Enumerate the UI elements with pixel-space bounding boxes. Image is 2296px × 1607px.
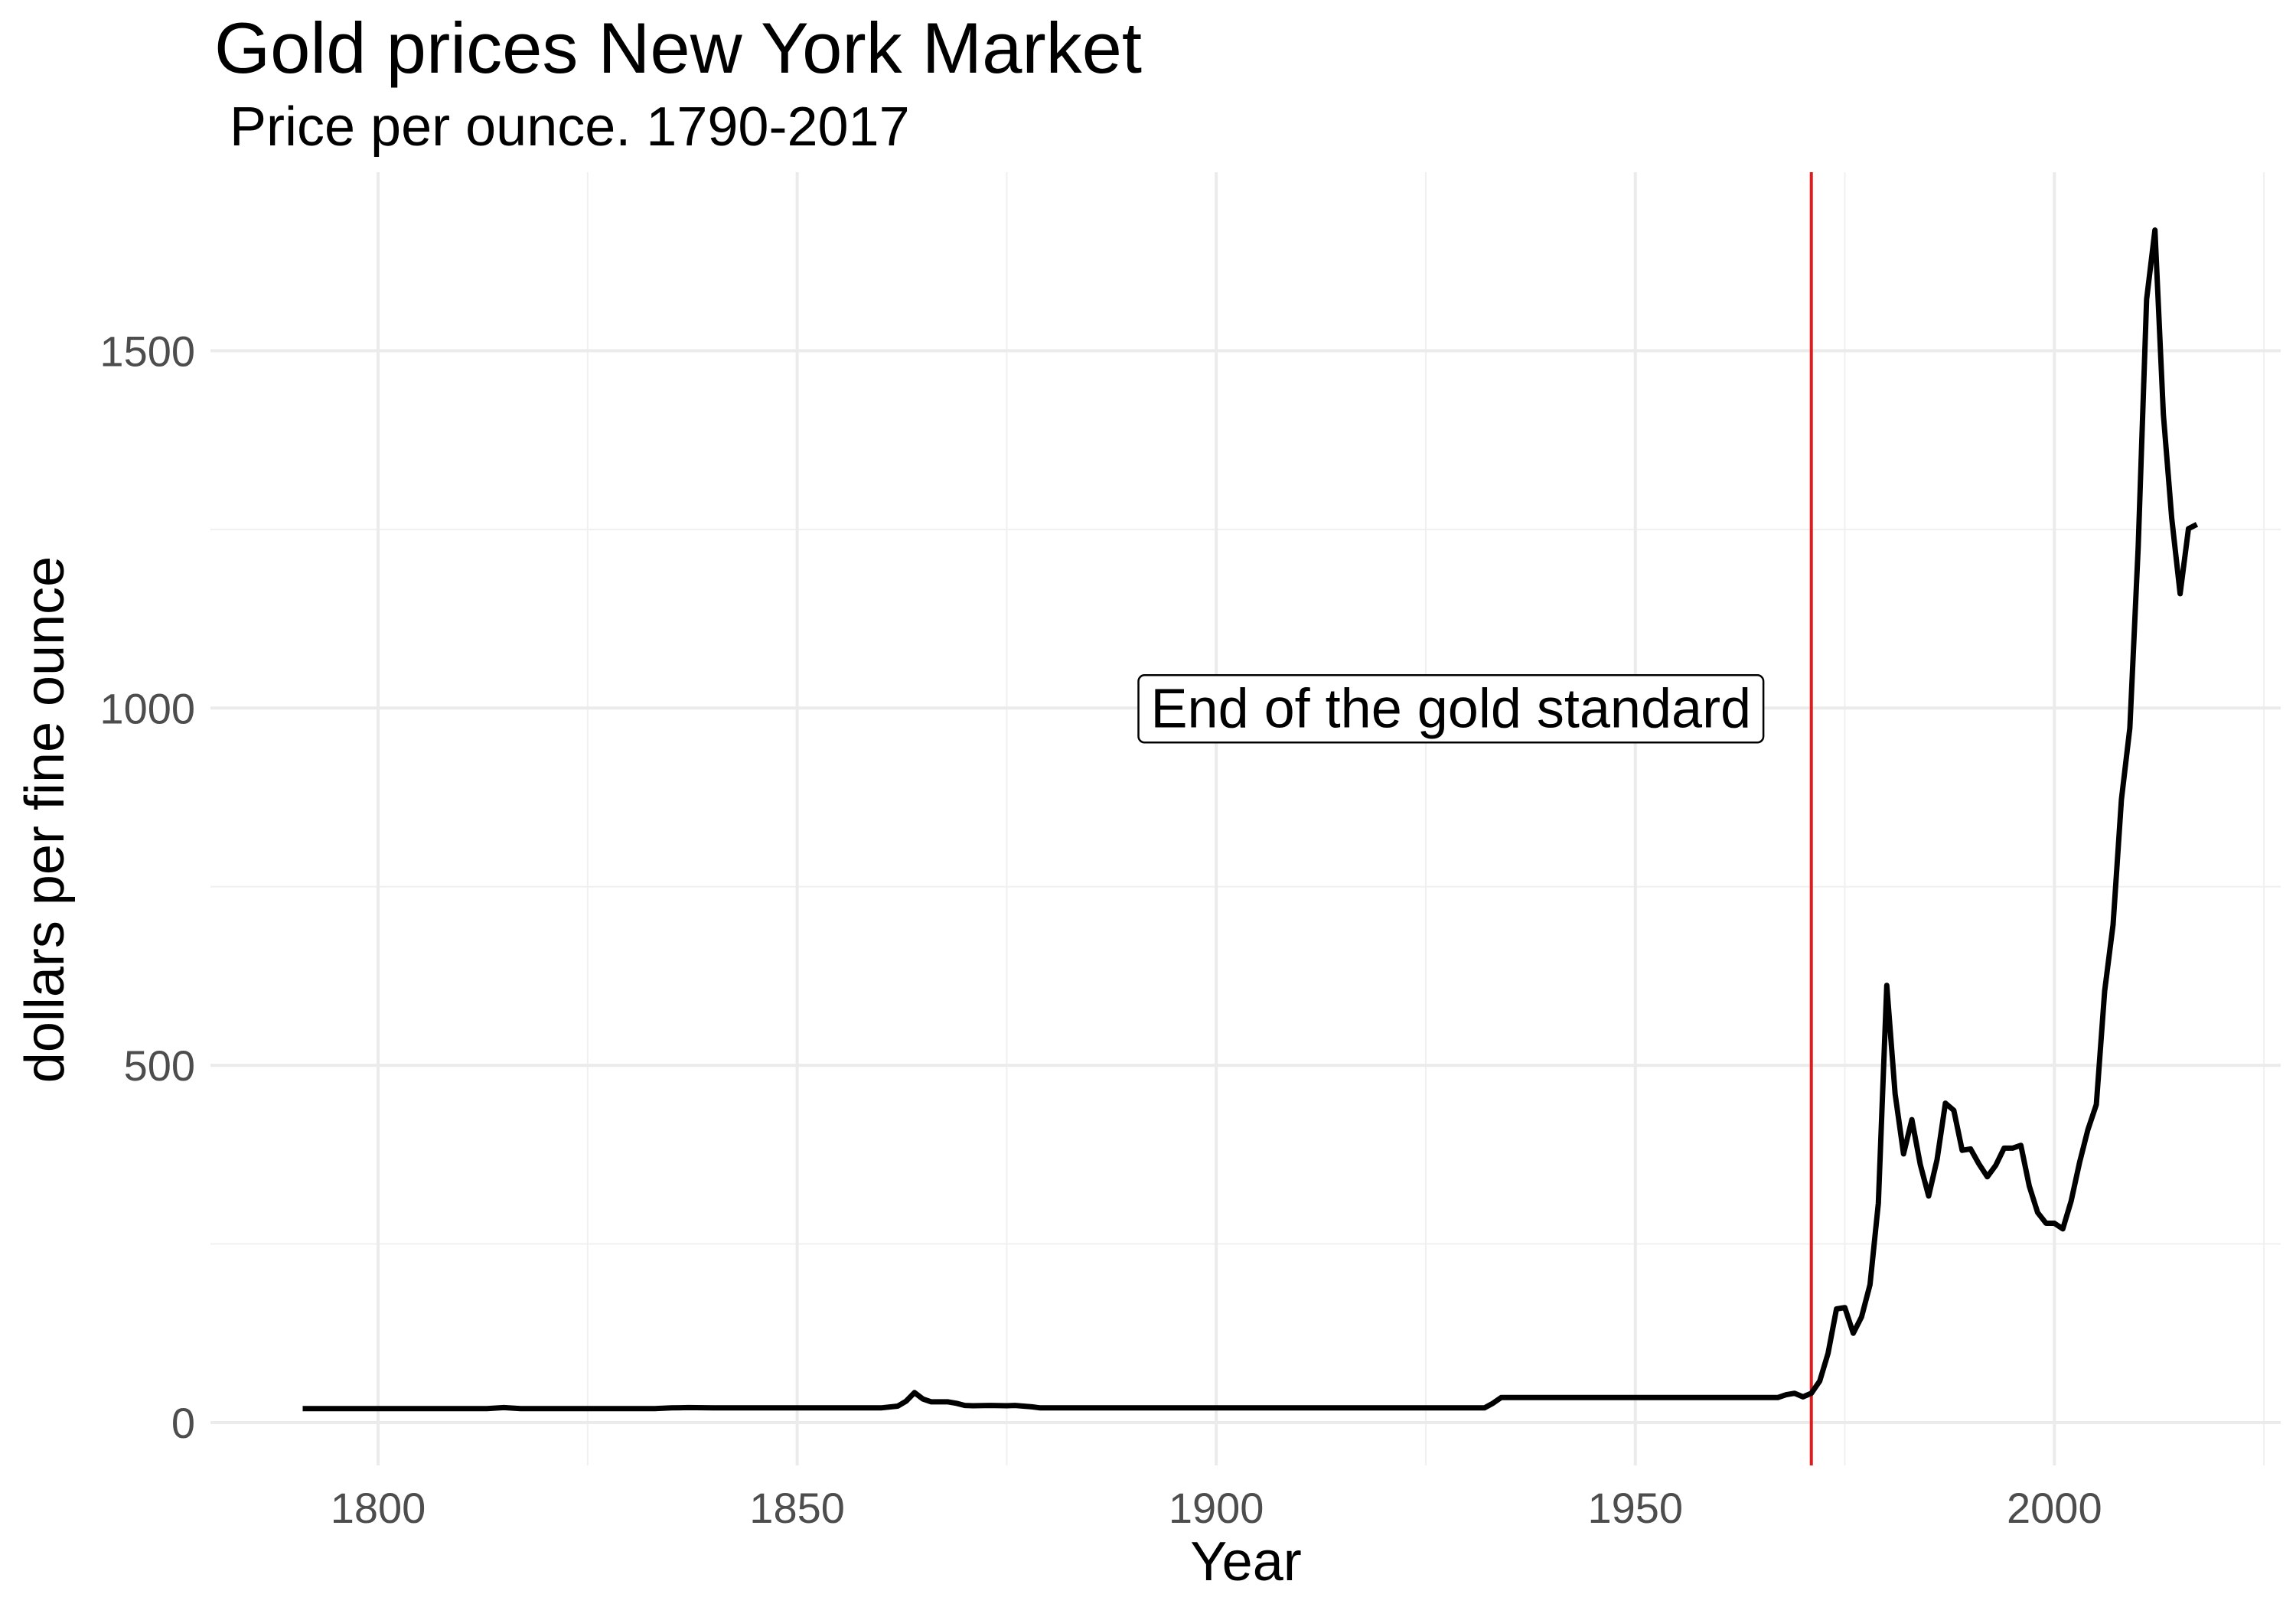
x-tick-label: 1900 <box>1169 1484 1264 1532</box>
x-tick-label: 1950 <box>1587 1484 1683 1532</box>
x-axis-title: Year <box>1190 1531 1301 1592</box>
major-gridlines <box>210 172 2281 1465</box>
annotation-text: End of the gold standard <box>1151 678 1752 739</box>
x-axis-ticks: 1800 1850 1900 1950 2000 <box>331 1484 2102 1532</box>
series-line-gold-price <box>303 230 2197 1409</box>
x-tick-label: 2000 <box>2007 1484 2102 1532</box>
y-tick-label: 1000 <box>99 684 195 732</box>
chart-title: Gold prices New York Market <box>214 8 1142 88</box>
minor-gridlines <box>210 172 2281 1465</box>
y-axis-ticks: 0 500 1000 1500 <box>99 327 195 1447</box>
y-tick-label: 1500 <box>99 327 195 375</box>
y-tick-label: 0 <box>171 1399 195 1447</box>
y-axis-title: dollars per fine ounce <box>15 556 76 1083</box>
x-tick-label: 1800 <box>331 1484 426 1532</box>
y-tick-label: 500 <box>124 1041 195 1090</box>
annotation-label: End of the gold standard <box>1139 675 1764 742</box>
chart-subtitle: Price per ounce. 1790-2017 <box>230 96 910 158</box>
x-tick-label: 1850 <box>749 1484 845 1532</box>
